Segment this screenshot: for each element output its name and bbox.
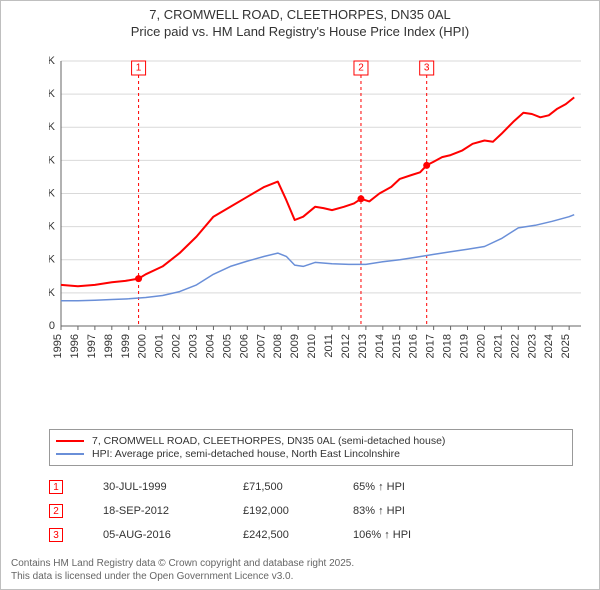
sale-dots xyxy=(135,162,430,282)
chart-svg: £0 £50K £100K £150K £200K £250K £300K £350K £400… xyxy=(49,51,589,381)
x-tick-label: 2022 xyxy=(509,334,521,358)
sale-dot xyxy=(135,275,142,282)
y-tick-label: £200K xyxy=(49,187,56,199)
sale-dot xyxy=(423,162,430,169)
x-tick-label: 1996 xyxy=(69,334,81,358)
legend-row-hpi: HPI: Average price, semi-detached house,… xyxy=(56,448,566,460)
y-tick-label: £150K xyxy=(49,221,56,233)
sales-price-1: £71,500 xyxy=(243,481,353,493)
sales-row-3: 3 05-AUG-2016 £242,500 106% ↑ HPI xyxy=(49,523,573,547)
sale-marker-number: 1 xyxy=(136,63,142,74)
x-axis-group: 1995 1996 1997 1998 1999 2000 2001 2002 2003 2004… xyxy=(52,334,572,358)
y-tick-label: £50K xyxy=(49,287,56,299)
x-tick-label: 2002 xyxy=(171,334,183,358)
footer-line-2: This data is licensed under the Open Gov… xyxy=(11,571,354,584)
x-tick-label: 1999 xyxy=(120,334,132,358)
legend-swatch-property xyxy=(56,440,84,442)
x-tick-label: 1995 xyxy=(52,334,64,358)
sales-marker-3: 3 xyxy=(49,528,63,542)
title-line-2: Price paid vs. HM Land Registry's House … xyxy=(1,24,599,41)
sales-pct-3-suffix: HPI xyxy=(393,529,411,541)
x-tick-label: 2007 xyxy=(255,334,267,358)
sale-dot xyxy=(357,195,364,202)
x-tick-label: 2000 xyxy=(137,334,149,358)
x-tick-label: 2003 xyxy=(188,334,200,358)
y-tick-label: £0 xyxy=(49,320,55,332)
x-tick-label: 2017 xyxy=(425,334,437,358)
x-tick-label: 2011 xyxy=(323,334,335,358)
sales-row-2: 2 18-SEP-2012 £192,000 83% ↑ HPI xyxy=(49,499,573,523)
x-tick-label: 2021 xyxy=(492,334,504,358)
y-axis-group: £0 £50K £100K £150K £200K £250K £300K £350K £400… xyxy=(49,55,56,332)
x-tick-label: 2012 xyxy=(340,334,352,358)
sales-price-3: £242,500 xyxy=(243,529,353,541)
marker-lines xyxy=(139,75,427,326)
x-tick-label: 2013 xyxy=(357,334,369,358)
x-tick-label: 2004 xyxy=(204,334,216,358)
x-tick-label: 2025 xyxy=(560,334,572,358)
y-tick-label: £300K xyxy=(49,121,56,133)
x-tick-label: 2023 xyxy=(526,334,538,358)
arrow-up-icon: ↑ xyxy=(378,505,384,517)
sales-pct-2-suffix: HPI xyxy=(387,505,405,517)
series-hpi xyxy=(61,215,574,301)
x-tick-label: 2006 xyxy=(238,334,250,358)
title-block: 7, CROMWELL ROAD, CLEETHORPES, DN35 0AL … xyxy=(1,1,599,41)
y-tick-label: £350K xyxy=(49,88,56,100)
legend-row-property: 7, CROMWELL ROAD, CLEETHORPES, DN35 0AL … xyxy=(56,435,566,447)
sale-marker-number: 2 xyxy=(358,63,364,74)
title-line-1: 7, CROMWELL ROAD, CLEETHORPES, DN35 0AL xyxy=(1,7,599,24)
series-group xyxy=(61,97,574,300)
arrow-up-icon: ↑ xyxy=(384,529,390,541)
x-tick-label: 2019 xyxy=(459,334,471,358)
sales-row-1: 1 30-JUL-1999 £71,500 65% ↑ HPI xyxy=(49,475,573,499)
marker-boxes: 1 2 3 xyxy=(132,61,434,75)
legend-label-hpi: HPI: Average price, semi-detached house,… xyxy=(92,448,400,460)
x-tick-label: 2010 xyxy=(306,334,318,358)
arrow-up-icon: ↑ xyxy=(378,481,384,493)
sales-pct-1-suffix: HPI xyxy=(387,481,405,493)
sales-price-2: £192,000 xyxy=(243,505,353,517)
x-tick-label: 2015 xyxy=(391,334,403,358)
sales-pct-3: 106% ↑ HPI xyxy=(353,529,473,541)
x-tick-label: 1998 xyxy=(103,334,115,358)
legend-box: 7, CROMWELL ROAD, CLEETHORPES, DN35 0AL … xyxy=(49,429,573,466)
sales-pct-2-val: 83% xyxy=(353,505,375,517)
x-tick-label: 2018 xyxy=(442,334,454,358)
sales-table: 1 30-JUL-1999 £71,500 65% ↑ HPI 2 18-SEP… xyxy=(49,475,573,547)
footer-line-1: Contains HM Land Registry data © Crown c… xyxy=(11,558,354,571)
y-tick-label: £400K xyxy=(49,55,56,67)
x-tick-label: 2024 xyxy=(543,334,555,358)
series-property xyxy=(61,97,574,286)
footer: Contains HM Land Registry data © Crown c… xyxy=(11,558,354,583)
x-tick-label: 2001 xyxy=(154,334,166,358)
x-tick-label: 2014 xyxy=(374,334,386,358)
sales-marker-1: 1 xyxy=(49,480,63,494)
x-tick-label: 1997 xyxy=(86,334,98,358)
sales-date-2: 18-SEP-2012 xyxy=(103,505,243,517)
x-tick-label: 2005 xyxy=(221,334,233,358)
chart-container: 7, CROMWELL ROAD, CLEETHORPES, DN35 0AL … xyxy=(0,0,600,590)
x-tick-label: 2008 xyxy=(272,334,284,358)
x-tick-label: 2016 xyxy=(408,334,420,358)
sales-pct-1: 65% ↑ HPI xyxy=(353,481,473,493)
y-tick-label: £100K xyxy=(49,254,56,266)
x-tick-label: 2020 xyxy=(475,334,487,358)
sales-date-1: 30-JUL-1999 xyxy=(103,481,243,493)
sales-pct-3-val: 106% xyxy=(353,529,381,541)
sales-date-3: 05-AUG-2016 xyxy=(103,529,243,541)
legend-swatch-hpi xyxy=(56,453,84,455)
sales-pct-1-val: 65% xyxy=(353,481,375,493)
sales-marker-2: 2 xyxy=(49,504,63,518)
y-tick-label: £250K xyxy=(49,154,56,166)
chart-area: £0 £50K £100K £150K £200K £250K £300K £350K £400… xyxy=(49,51,589,381)
sales-pct-2: 83% ↑ HPI xyxy=(353,505,473,517)
x-tick-label: 2009 xyxy=(289,334,301,358)
legend-label-property: 7, CROMWELL ROAD, CLEETHORPES, DN35 0AL … xyxy=(92,435,445,447)
sale-marker-number: 3 xyxy=(424,63,430,74)
